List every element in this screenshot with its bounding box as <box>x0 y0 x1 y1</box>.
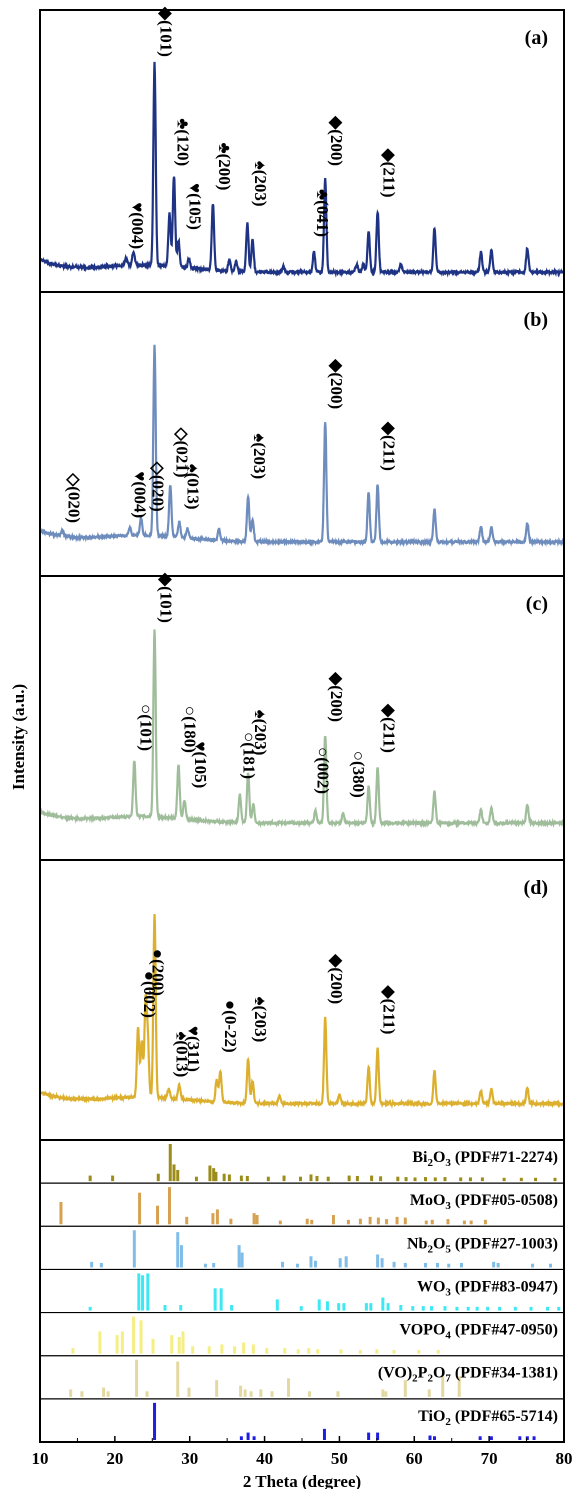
reference-patterns: Bi2O3 (PDF#71-2274) MoO3 (PDF#05-0508) Nb2… <box>59 1144 561 1440</box>
x-axis-label: 2 Theta (degree) <box>243 1472 361 1489</box>
xrd-panels: (a) ♥(004) ◆(101) ♣(120) ♥(105) ♣(200) ♠(203) ♣… <box>38 6 566 1110</box>
peak-annotation: ♣(041) <box>313 189 332 237</box>
reference-label: MoO3 (PDF#05-0508) <box>410 1192 558 1212</box>
peak-annotation: ◆(101) <box>157 6 176 57</box>
panel-label: (d) <box>524 877 548 899</box>
x-tick-label: 70 <box>481 1449 498 1468</box>
panel-label: (a) <box>525 27 548 49</box>
panel-d: (d) ●(002)●(200) ♠(013)♥(311) ●(0-22) ♠(203)… <box>39 877 565 1110</box>
peak-annotation: ♠(203) <box>251 997 270 1043</box>
peak-annotation: ○(002) <box>314 747 333 794</box>
reference-5: (VO)2P2O7 (PDF#34-1381) <box>69 1359 558 1397</box>
peak-annotation: ◆(211) <box>380 148 399 198</box>
peak-annotation: ♠(203) <box>250 433 269 479</box>
peak-annotation: ♥(105) <box>186 183 205 230</box>
peak-annotation: ♥(105) <box>191 741 210 788</box>
reference-3: WO3 (PDF#83-0947) <box>88 1273 561 1311</box>
peak-annotation: ♠(203) <box>251 710 270 756</box>
reference-2: Nb2O5 (PDF#27-1003) <box>90 1230 558 1268</box>
peak-annotation: ♠(203) <box>251 161 270 207</box>
panel-b: (b)◇(020) ♥(004) ◇(020)◇(021)♠(013)♠(203)◆… <box>39 309 565 548</box>
xrd-pattern <box>39 344 565 548</box>
peak-annotation: ♠(013) <box>172 1031 191 1077</box>
reference-label: Bi2O3 (PDF#71-2274) <box>412 1149 558 1169</box>
x-tick-label: 80 <box>556 1449 573 1468</box>
x-tick-label: 50 <box>331 1449 348 1468</box>
axes: 10 20 30 40 50 60 70 80 <box>32 9 573 1468</box>
reference-label: Nb2O5 (PDF#27-1003) <box>407 1235 558 1255</box>
peak-annotation: ◇(020) <box>148 461 167 512</box>
peak-annotation: ◆(200) <box>327 358 346 409</box>
y-axis-label: Intensity (a.u.) <box>9 684 28 790</box>
xrd-pattern <box>38 61 566 278</box>
peak-annotation: ♥(311) <box>184 1026 203 1072</box>
peak-annotation: ◆(211) <box>380 985 399 1035</box>
peak-annotation: ○(180) <box>181 706 200 753</box>
peak-annotation: ♥(004) <box>128 202 147 249</box>
peak-annotation: ♥(004) <box>130 471 149 518</box>
peak-annotation: ●(002) <box>140 971 159 1018</box>
x-tick-label: 10 <box>32 1449 49 1468</box>
peak-annotation: ◆(200) <box>327 115 346 166</box>
peak-annotation: ●(0-22) <box>221 1000 240 1053</box>
peak-annotation: ◆(101) <box>157 572 176 623</box>
reference-4: VOPO4 (PDF#47-0950) <box>71 1316 559 1354</box>
reference-label: TiO2 (PDF#65-5714) <box>418 1408 558 1428</box>
peak-annotation: ◇(020) <box>65 472 84 523</box>
reference-0: Bi2O3 (PDF#71-2274) <box>88 1144 558 1182</box>
xrd-pattern <box>39 913 565 1110</box>
x-tick-label: 40 <box>256 1449 273 1468</box>
peak-annotation: ♣(120) <box>174 118 193 166</box>
reference-1: MoO3 (PDF#05-0508) <box>59 1187 558 1225</box>
x-tick-label: 20 <box>106 1449 123 1468</box>
peak-annotation: ○(101) <box>136 704 155 751</box>
peak-annotation: ◇(021) <box>172 427 191 478</box>
reference-label: (VO)2P2O7 (PDF#34-1381) <box>378 1365 558 1385</box>
panel-a: (a) ♥(004) ◆(101) ♣(120) ♥(105) ♣(200) ♠(203) ♣… <box>38 6 566 278</box>
x-tick-label: 30 <box>181 1449 198 1468</box>
peak-annotation: ◆(211) <box>380 421 399 471</box>
peak-annotation: ♠(013) <box>184 464 203 510</box>
peak-annotation: ◆(211) <box>380 703 399 753</box>
reference-label: VOPO4 (PDF#47-0950) <box>400 1322 559 1342</box>
peak-annotation: ○(181) <box>240 732 259 779</box>
peak-annotation: ◆(200) <box>327 953 346 1004</box>
peak-annotation: ◆(200) <box>327 671 346 722</box>
x-tick-label: 60 <box>406 1449 423 1468</box>
peak-annotation: ●(200) <box>148 949 167 996</box>
panel-c: (c) ○(101) ◆(101) ○(180)♥(105) ○(181)♠(203) ○… <box>38 572 565 829</box>
peak-annotation: ○(380) <box>349 751 368 798</box>
peak-annotation: ♣(200) <box>215 143 234 191</box>
panel-label: (b) <box>524 309 548 331</box>
plot-frame <box>39 9 565 1443</box>
reference-label: WO3 (PDF#83-0947) <box>417 1278 558 1298</box>
panel-label: (c) <box>526 593 548 615</box>
reference-6: TiO2 (PDF#65-5714) <box>153 1402 558 1440</box>
xrd-pattern <box>38 629 565 829</box>
